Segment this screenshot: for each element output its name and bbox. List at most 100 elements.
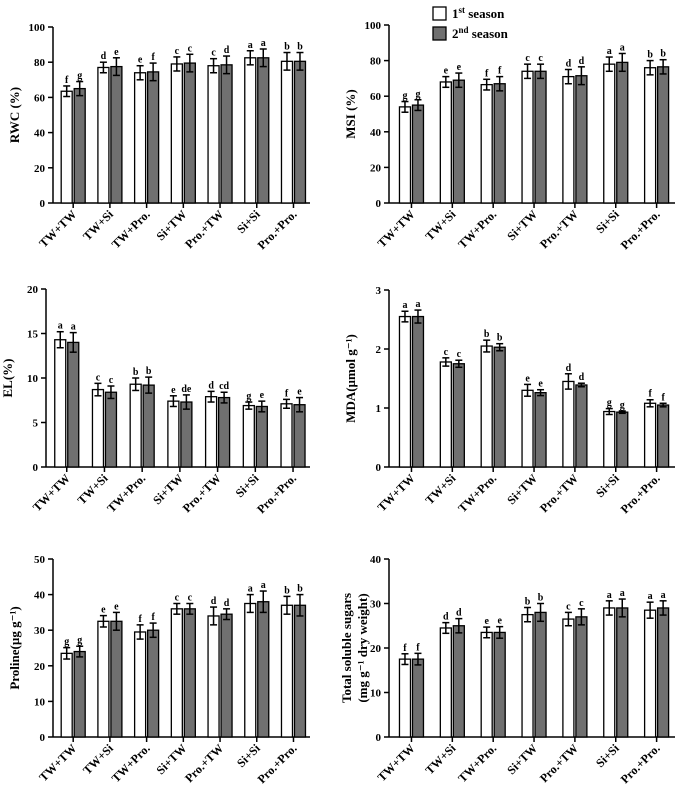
significance-letter: g	[415, 89, 420, 100]
bar	[146, 629, 160, 738]
bar	[104, 391, 118, 468]
bar	[73, 87, 86, 204]
x-tick-label: Si+Si	[593, 207, 622, 236]
bar	[562, 75, 575, 204]
bar	[452, 79, 465, 204]
x-tick-label: Si+Si	[234, 207, 263, 236]
bar	[97, 66, 110, 204]
x-tick-label: Si+TW	[153, 741, 189, 777]
significance-letter: g	[77, 71, 82, 82]
bar	[183, 608, 196, 738]
significance-letter: f	[416, 642, 420, 653]
bar	[280, 604, 294, 738]
y-axis-label: RWC (%)	[7, 87, 22, 143]
significance-letter: g	[402, 91, 407, 102]
y-tick-label: 40	[370, 554, 382, 566]
x-tick-label: TW+TW	[36, 741, 79, 784]
x-tick-label: TW+TW	[36, 207, 79, 250]
significance-letter: g	[246, 391, 251, 402]
bar	[133, 72, 147, 204]
x-tick-label: TW+Si	[422, 741, 458, 777]
bar	[220, 64, 233, 204]
bar	[180, 401, 193, 468]
bar	[257, 601, 270, 738]
y-tick-label: 40	[34, 128, 46, 140]
legend-item: 1st season	[432, 5, 505, 21]
x-tick-label: Pro.+TW	[537, 741, 581, 785]
bar	[244, 57, 257, 204]
bar	[398, 106, 412, 204]
bar	[493, 83, 506, 204]
x-tick-label: Si+Si	[233, 471, 262, 500]
bar	[129, 383, 142, 468]
y-axis-label: Proline(µg g⁻¹)	[7, 606, 22, 689]
bar	[67, 341, 80, 468]
legend-label: 2nd season	[452, 25, 509, 41]
significance-letter: d	[224, 598, 230, 609]
y-tick-label: 80	[34, 57, 46, 69]
significance-letter: c	[538, 53, 543, 64]
bar	[562, 380, 575, 468]
legend-swatch	[432, 6, 447, 21]
significance-letter: d	[456, 608, 462, 619]
bar	[54, 339, 67, 468]
significance-letter: b	[146, 366, 152, 377]
significance-letter: d	[579, 372, 585, 383]
x-tick-label: TW+Pro.	[455, 741, 499, 785]
y-tick-label: 10	[34, 696, 46, 708]
significance-letter: e	[114, 47, 119, 58]
significance-letter: a	[248, 584, 253, 595]
x-tick-label: Pro.+Pro.	[618, 741, 663, 786]
bar	[616, 61, 629, 204]
significance-letter: f	[285, 388, 289, 399]
significance-letter: a	[261, 580, 266, 591]
bar	[398, 315, 412, 468]
bar	[110, 65, 123, 204]
y-tick-label: 60	[34, 92, 46, 104]
x-tick-label: TW+Si	[422, 207, 458, 243]
bar	[521, 389, 534, 468]
significance-letter: e	[444, 66, 449, 77]
bar	[643, 402, 657, 468]
bar	[73, 650, 86, 738]
significance-letter: b	[497, 333, 503, 344]
significance-letter: a	[402, 300, 407, 311]
significance-letter: b	[297, 584, 303, 595]
y-tick-label: 5	[33, 418, 39, 430]
bar	[521, 70, 534, 204]
bar	[643, 67, 657, 204]
x-tick-label: Pro.+Pro.	[254, 471, 299, 516]
y-tick-label: 10	[370, 688, 382, 700]
bar	[480, 83, 493, 204]
significance-letter: a	[248, 40, 253, 51]
x-tick-label: Pro.+TW	[180, 471, 224, 515]
y-tick-label: 15	[27, 329, 39, 341]
y-axis-label: Total soluble sugars	[339, 593, 354, 703]
bar	[575, 75, 588, 204]
x-tick-label: TW+TW	[375, 207, 418, 250]
bar	[167, 400, 180, 468]
x-tick-label: Pro.+TW	[537, 471, 581, 515]
bar	[183, 62, 196, 204]
x-tick-label: Si+TW	[504, 741, 540, 777]
significance-letter: f	[65, 75, 69, 86]
significance-letter: e	[457, 62, 462, 73]
significance-letter: g	[77, 635, 82, 646]
bar	[110, 620, 123, 738]
y-axis-label: MDA(µmol g⁻¹)	[343, 334, 358, 423]
significance-letter: d	[208, 380, 214, 391]
bar	[411, 658, 425, 738]
bar	[204, 396, 218, 468]
x-tick-label: Pro.+Pro.	[618, 207, 663, 252]
x-tick-label: Si+Si	[593, 741, 622, 770]
y-tick-label: 1	[376, 403, 382, 415]
significance-letter: f	[403, 643, 407, 654]
y-tick-label: 0	[33, 462, 39, 474]
bar	[534, 611, 547, 738]
significance-letter: c	[211, 48, 216, 59]
bar	[643, 609, 657, 738]
significance-letter: c	[566, 601, 571, 612]
